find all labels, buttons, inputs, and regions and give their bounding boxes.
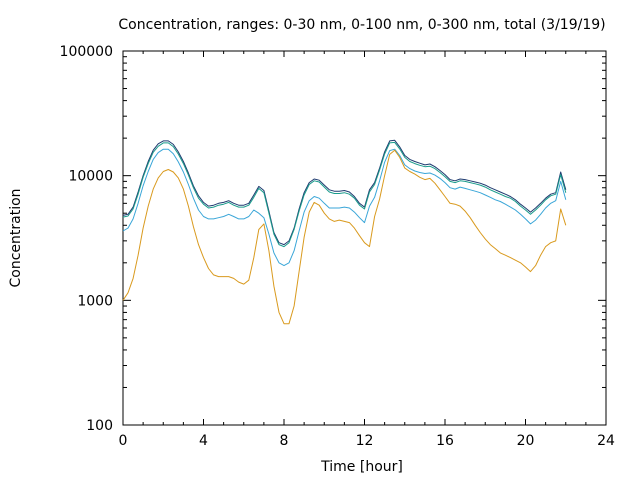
x-axis-label: Time [hour] [320, 459, 403, 475]
series-line-4 [122, 149, 567, 325]
chart-title: Concentration, ranges: 0-30 nm, 0-100 nm… [118, 17, 605, 33]
series-line-1 [122, 139, 567, 246]
x-tick-label: 8 [280, 433, 289, 449]
y-axis-label: Concentration [8, 188, 24, 287]
y-tick-label: 1000 [77, 293, 113, 309]
x-tick-label: 20 [517, 433, 535, 449]
y-tick-label: 10000 [68, 169, 113, 185]
x-tick-label: 16 [436, 433, 454, 449]
axis-ticks: 0 4 8 12 16 20 24 100 1000 10000 100000 [60, 44, 615, 449]
x-tick-label: 24 [597, 433, 615, 449]
x-tick-label: 12 [356, 433, 374, 449]
y-tick-label: 100000 [60, 44, 113, 60]
plot-frame [122, 50, 607, 426]
x-tick-label: 0 [119, 433, 128, 449]
series-line-3 [122, 148, 567, 267]
x-tick-label: 4 [199, 433, 208, 449]
y-tick-label: 100 [86, 418, 113, 434]
series-line-2 [122, 141, 567, 248]
series-lines [122, 139, 567, 325]
